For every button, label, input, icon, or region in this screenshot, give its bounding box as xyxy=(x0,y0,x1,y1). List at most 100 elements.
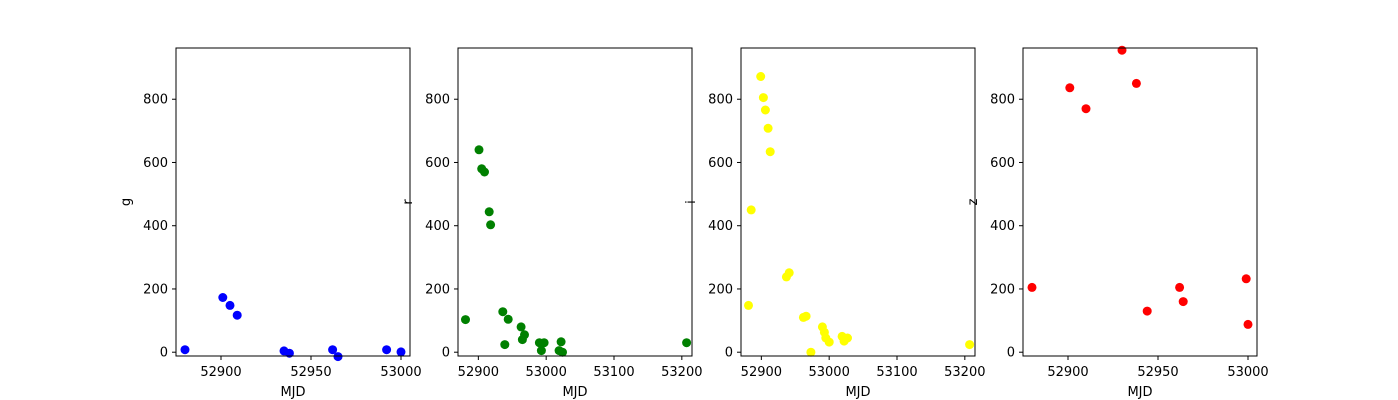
data-point xyxy=(1241,274,1251,284)
panel-g: 52900 52950 53000 0 200 400 600 800 MJD g xyxy=(119,47,422,400)
x-tick-label: 52950 xyxy=(290,365,331,380)
data-point xyxy=(760,105,770,115)
data-point xyxy=(382,345,392,355)
data-point xyxy=(784,268,794,278)
y-tick-label: 200 xyxy=(708,282,733,297)
data-point xyxy=(232,310,242,320)
data-point xyxy=(328,345,338,355)
panel-g-xticks: 52900 52950 53000 xyxy=(200,356,422,380)
data-point xyxy=(1131,78,1141,88)
x-tick-label: 52900 xyxy=(458,365,499,380)
panel-i-xticks: 52900 53000 53100 53200 xyxy=(741,356,986,380)
y-tick-label: 800 xyxy=(990,93,1015,108)
y-tick-label: 600 xyxy=(425,156,450,171)
y-tick-label: 600 xyxy=(708,156,733,171)
x-tick-label: 53100 xyxy=(876,365,917,380)
data-point xyxy=(965,340,975,350)
panel-i-frame xyxy=(740,47,976,357)
y-axis-label: r xyxy=(401,199,416,205)
data-point xyxy=(396,347,406,357)
x-tick-label: 53000 xyxy=(525,365,566,380)
data-point xyxy=(1243,319,1253,329)
panel-r-marks xyxy=(461,145,692,357)
data-point xyxy=(765,147,775,157)
x-tick-label: 52900 xyxy=(200,365,241,380)
y-tick-label: 400 xyxy=(143,219,168,234)
data-point xyxy=(180,345,190,355)
y-tick-label: 0 xyxy=(442,346,450,361)
panel-g-marks xyxy=(180,293,406,362)
y-tick-label: 600 xyxy=(143,156,168,171)
x-axis-label: MJD xyxy=(845,385,870,400)
data-point xyxy=(1178,297,1188,307)
x-tick-label: 52900 xyxy=(1047,365,1088,380)
data-point xyxy=(824,337,834,347)
panel-i-marks xyxy=(744,72,975,357)
panel-i-yticks: 0 200 400 600 800 xyxy=(708,93,741,361)
data-point xyxy=(498,307,508,317)
x-tick-label: 52900 xyxy=(741,365,782,380)
data-point xyxy=(801,311,811,321)
panel-g-frame xyxy=(175,47,411,357)
x-tick-label: 53100 xyxy=(593,365,634,380)
data-point xyxy=(758,93,768,103)
data-point xyxy=(503,314,513,324)
y-axis-label: z xyxy=(966,198,981,205)
y-tick-label: 800 xyxy=(425,93,450,108)
data-point xyxy=(284,348,294,358)
panel-z-yticks: 0 200 400 600 800 xyxy=(990,93,1023,361)
data-point xyxy=(682,338,692,348)
data-point xyxy=(756,72,766,81)
panel-z-marks xyxy=(1027,45,1253,329)
y-tick-label: 800 xyxy=(143,93,168,108)
panel-z-xticks: 52900 52950 53000 xyxy=(1047,356,1269,380)
x-axis-label: MJD xyxy=(1127,385,1152,400)
panel-z-frame xyxy=(1022,47,1258,357)
data-point xyxy=(1027,282,1037,292)
data-point xyxy=(1065,83,1075,93)
y-tick-label: 200 xyxy=(990,282,1015,297)
data-point xyxy=(539,338,549,348)
data-point xyxy=(536,346,546,356)
y-tick-label: 0 xyxy=(725,346,733,361)
data-point xyxy=(520,330,529,340)
x-tick-label: 53200 xyxy=(944,365,985,380)
panel-g-yticks: 0 200 400 600 800 xyxy=(143,93,176,361)
data-point xyxy=(1175,282,1185,292)
x-tick-label: 53000 xyxy=(380,365,421,380)
data-point xyxy=(746,205,756,215)
x-axis-label: MJD xyxy=(562,385,587,400)
data-point xyxy=(484,207,494,217)
x-tick-label: 53000 xyxy=(1227,365,1268,380)
data-point xyxy=(218,293,228,302)
y-axis-label: g xyxy=(119,198,134,206)
data-point xyxy=(763,123,773,133)
y-tick-label: 400 xyxy=(425,219,450,234)
x-tick-label: 53000 xyxy=(808,365,849,380)
y-tick-label: 600 xyxy=(990,156,1015,171)
data-point xyxy=(225,300,235,310)
data-point xyxy=(1117,45,1127,55)
data-point xyxy=(516,322,526,332)
data-point xyxy=(843,333,852,343)
data-point xyxy=(486,220,496,230)
y-tick-label: 400 xyxy=(708,219,733,234)
data-point xyxy=(480,167,489,177)
data-point xyxy=(500,340,510,350)
panel-i: 52900 53000 53100 53200 0 200 400 600 800 MJD i xyxy=(684,47,986,400)
data-point xyxy=(556,337,566,347)
data-point xyxy=(461,315,470,325)
y-tick-label: 400 xyxy=(990,219,1015,234)
data-point xyxy=(333,352,343,362)
data-point xyxy=(474,145,484,155)
y-axis-label: i xyxy=(684,200,699,204)
data-point xyxy=(1081,104,1091,114)
data-point xyxy=(558,347,567,357)
panel-r-yticks: 0 200 400 600 800 xyxy=(425,93,458,361)
data-point xyxy=(1142,306,1152,316)
y-tick-label: 0 xyxy=(1007,346,1015,361)
panel-z: 52900 52950 53000 0 200 400 600 800 MJD z xyxy=(966,45,1269,400)
y-tick-label: 800 xyxy=(708,93,733,108)
data-point xyxy=(806,347,816,357)
